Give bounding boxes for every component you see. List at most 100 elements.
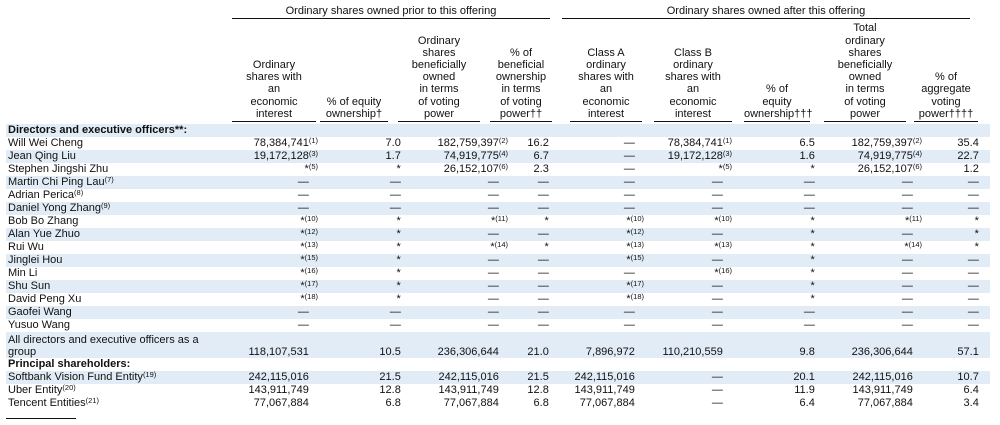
cell-value: 2.3 <box>533 163 549 175</box>
dash-value: — <box>623 319 635 331</box>
footnote-ref: (1) <box>722 136 732 145</box>
table-row: Stephen Jingshi Zhu*(5)*(0)26,152,107(6)… <box>6 163 990 176</box>
value-cell: 110,210,559(0) <box>646 332 734 358</box>
value-cell: *(5) <box>646 163 734 176</box>
cell-value: 19,172,128 <box>667 150 723 162</box>
cell-value: 77,067,884 <box>579 397 635 409</box>
cell-value: 143,911,749 <box>852 384 913 396</box>
value-cell: —(0) <box>560 163 646 176</box>
dash-value: — <box>967 293 979 305</box>
cell-value: 10.5 <box>379 346 401 358</box>
cell-value: 236,306,644 <box>437 346 499 358</box>
column-header-line: power <box>824 108 906 122</box>
value-cell: —(0) <box>826 293 924 306</box>
cell-value: * <box>300 228 305 240</box>
value-cell: —(0) <box>560 202 646 215</box>
column-header-line: in terms <box>501 83 541 96</box>
column-header-line: in terms <box>845 83 885 96</box>
dash-value: — <box>537 267 549 279</box>
column-header-line: % of equity <box>326 95 382 108</box>
value-cell: —(0) <box>826 176 924 189</box>
footnote-ref: (6) <box>498 162 508 171</box>
value-cell: 6.8(0) <box>320 397 412 410</box>
holder-name-text: Directors and executive officers**: <box>8 124 188 136</box>
column-header-line: beneficial <box>497 58 545 71</box>
cell-value: 26,152,107 <box>443 163 499 175</box>
dash-value: — <box>389 306 401 318</box>
table-row: All directors and executive officers as … <box>6 332 991 358</box>
dash-value: — <box>389 189 401 201</box>
cell-value: * <box>718 163 723 175</box>
table-row: Adrian Perica(8)—(0)—(0)—(0)—(0)—(0)—(0)… <box>6 189 990 202</box>
value-cell: —(0) <box>228 189 320 202</box>
footnote-ref: (12) <box>304 227 318 236</box>
dash-value: — <box>389 319 401 331</box>
value-cell: —(0) <box>412 280 510 293</box>
column-header-line: Ordinary <box>417 34 461 47</box>
value-cell: —(0) <box>826 228 924 241</box>
value-cell: 22.7(0) <box>924 150 991 163</box>
dash-value: — <box>967 319 979 331</box>
value-cell: —(0) <box>646 397 734 410</box>
value-cell: —(0) <box>560 267 646 280</box>
footnote-ref: (4) <box>912 149 922 158</box>
value-cell: 74,919,775(4) <box>826 150 924 163</box>
cell-value: * <box>810 163 815 175</box>
value-cell: —(0) <box>412 176 510 189</box>
cell-value: 11.9 <box>794 384 815 396</box>
value-cell: —(0) <box>646 371 734 384</box>
dash-value: — <box>711 176 723 188</box>
cell-value: 74,919,775 <box>857 150 913 162</box>
value-cell: 242,115,016(0) <box>560 371 646 384</box>
value-cell: —(0) <box>510 306 560 319</box>
cell-value: 118,107,531 <box>248 346 309 358</box>
value-cell: —(0) <box>646 306 734 319</box>
value-cell: —(0) <box>510 293 560 306</box>
value-cell: —(0) <box>646 254 734 267</box>
dash-value: — <box>901 189 913 201</box>
value-cell: —(0) <box>734 176 826 189</box>
dash-value: — <box>711 293 723 305</box>
value-cell: —(0) <box>734 189 826 202</box>
cell-value: 57.1 <box>957 346 979 358</box>
value-cell: 77,067,884(0) <box>412 397 510 410</box>
dash-value: — <box>623 189 635 201</box>
dash-value: — <box>967 202 979 214</box>
holder-name-text: Jean Qing Liu <box>8 150 76 162</box>
value-cell: —(0) <box>560 137 646 150</box>
column-header-line: of voting <box>844 95 886 108</box>
cell-value: * <box>714 241 719 253</box>
dash-value: — <box>487 189 499 201</box>
column-header-line: economic <box>669 95 717 108</box>
footnote-ref: (5) <box>308 162 318 171</box>
value-cell: 3.4(0) <box>924 397 990 410</box>
cell-value: 6.7 <box>533 150 549 162</box>
footnote-ref: (13) <box>304 240 318 249</box>
value-cell: —(0) <box>510 176 560 189</box>
footnote-ref: (19) <box>142 370 157 379</box>
value-cell: —(0) <box>924 176 991 189</box>
footnote-ref: (16) <box>718 266 732 275</box>
table-row: Uber Entity(20)143,911,749(0)12.8(0)143,… <box>6 384 990 397</box>
holder-name: David Peng Xu <box>6 293 228 306</box>
holder-name-text: David Peng Xu <box>8 293 82 305</box>
value-cell: *(10) <box>646 215 734 228</box>
value-cell: —(0) <box>412 228 510 241</box>
cell-value: 12.8 <box>379 384 401 396</box>
cell-value: * <box>626 215 631 227</box>
value-cell: 242,115,016(0) <box>826 371 924 384</box>
value-cell: —(0) <box>560 189 646 202</box>
footnote-ref: (13) <box>630 240 644 249</box>
value-cell: 9.8(0) <box>734 332 826 358</box>
table-row: Jinglei Hou*(15)*(0)—(0)—(0)*(15)—(0)*(0… <box>6 254 991 267</box>
cell-value: * <box>544 215 549 227</box>
column-header-line: ordinary <box>845 34 885 47</box>
footnote-ref: (2) <box>498 136 508 145</box>
cell-value: * <box>810 267 815 279</box>
value-cell: *(14) <box>826 241 924 254</box>
holder-name-text: Alan Yue Zhuo <box>8 228 80 240</box>
dash-value: — <box>623 150 635 162</box>
cell-value: * <box>904 241 909 253</box>
